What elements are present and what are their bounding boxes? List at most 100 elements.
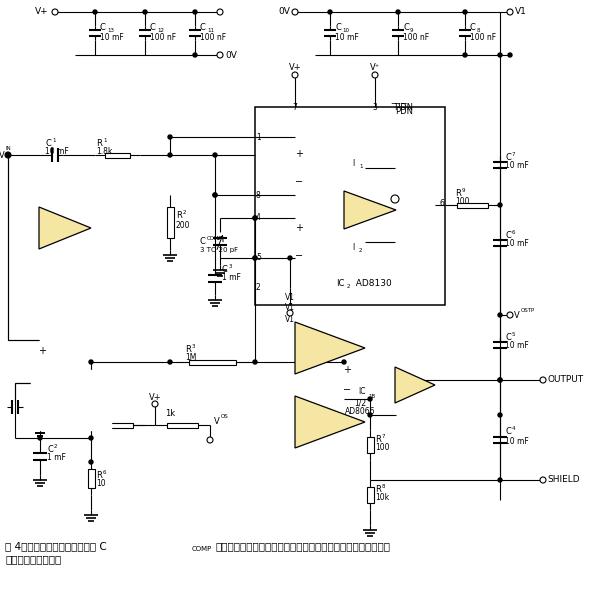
- Circle shape: [463, 10, 467, 14]
- Circle shape: [253, 216, 257, 220]
- Circle shape: [391, 195, 399, 203]
- Bar: [166, 207, 173, 238]
- Text: 10 mF: 10 mF: [100, 34, 124, 42]
- Text: 100 nF: 100 nF: [150, 34, 176, 42]
- Circle shape: [193, 10, 197, 14]
- Circle shape: [168, 360, 172, 364]
- Bar: [457, 202, 487, 208]
- Text: V: V: [214, 417, 219, 425]
- Text: V⁺: V⁺: [370, 64, 380, 73]
- Text: 2: 2: [54, 444, 57, 450]
- Text: V1: V1: [285, 316, 295, 325]
- Text: +: +: [295, 223, 303, 233]
- Circle shape: [6, 153, 10, 157]
- Text: V1: V1: [285, 303, 295, 312]
- Text: 4: 4: [103, 385, 106, 389]
- Circle shape: [498, 53, 502, 57]
- Text: 1A: 1A: [63, 378, 70, 382]
- Text: AD8066: AD8066: [345, 407, 376, 415]
- Text: R: R: [375, 486, 381, 494]
- Text: AD8130: AD8130: [350, 280, 392, 289]
- Circle shape: [213, 193, 217, 197]
- Circle shape: [498, 378, 502, 382]
- Circle shape: [498, 478, 502, 482]
- Text: 2: 2: [54, 392, 57, 398]
- Text: C: C: [505, 428, 511, 437]
- Text: 8: 8: [382, 484, 386, 490]
- Circle shape: [540, 377, 546, 383]
- Text: 100: 100: [375, 444, 389, 453]
- Bar: [103, 422, 133, 428]
- Text: C: C: [47, 445, 53, 454]
- Circle shape: [372, 72, 378, 78]
- Text: V: V: [0, 150, 5, 159]
- Text: SHIELD: SHIELD: [547, 476, 579, 484]
- Circle shape: [498, 413, 502, 417]
- Text: 10 mF: 10 mF: [505, 437, 529, 445]
- Text: 100 nF: 100 nF: [403, 34, 429, 42]
- Text: 2: 2: [183, 209, 187, 215]
- Text: 2: 2: [256, 284, 261, 293]
- Circle shape: [93, 10, 97, 14]
- Text: 10: 10: [96, 478, 106, 487]
- Text: OSTP: OSTP: [521, 309, 535, 313]
- Polygon shape: [395, 367, 435, 403]
- Text: +: +: [392, 196, 398, 202]
- Circle shape: [52, 9, 58, 15]
- Text: OS: OS: [221, 415, 229, 419]
- Text: 3: 3: [192, 345, 196, 349]
- Text: 2: 2: [347, 284, 350, 290]
- Text: +: +: [38, 346, 46, 356]
- Circle shape: [498, 313, 502, 317]
- Text: 1 mF: 1 mF: [47, 402, 66, 411]
- Text: −: −: [343, 385, 351, 395]
- Text: C: C: [403, 22, 409, 31]
- Text: 20k: 20k: [98, 417, 112, 425]
- Circle shape: [292, 9, 298, 15]
- Text: R: R: [185, 346, 191, 355]
- Circle shape: [89, 423, 93, 427]
- Text: 100 nF: 100 nF: [200, 34, 226, 42]
- Text: R: R: [96, 385, 102, 395]
- Polygon shape: [39, 207, 91, 249]
- Circle shape: [498, 378, 502, 382]
- Text: C: C: [100, 22, 106, 31]
- Text: 图 4，完整电路包括微调电容器 C: 图 4，完整电路包括微调电容器 C: [5, 541, 107, 551]
- Text: 100: 100: [455, 196, 469, 205]
- Text: 10k: 10k: [375, 493, 389, 503]
- Text: C: C: [505, 333, 511, 342]
- Circle shape: [287, 310, 293, 316]
- Text: R: R: [176, 211, 182, 219]
- Text: PDN: PDN: [395, 107, 413, 116]
- Bar: [189, 359, 236, 365]
- Text: R: R: [96, 470, 102, 480]
- Text: 1/2: 1/2: [49, 382, 61, 392]
- Text: 200: 200: [176, 221, 191, 230]
- Text: 7: 7: [512, 152, 515, 156]
- Text: V+: V+: [35, 8, 49, 17]
- Text: −: −: [38, 368, 46, 378]
- Circle shape: [89, 423, 93, 427]
- Circle shape: [507, 312, 513, 318]
- Text: C: C: [47, 394, 53, 402]
- Text: 6: 6: [512, 230, 515, 234]
- Text: 3: 3: [229, 264, 233, 270]
- Text: 1k: 1k: [165, 408, 175, 418]
- Circle shape: [168, 153, 172, 157]
- Text: IC: IC: [336, 280, 344, 289]
- Circle shape: [89, 360, 93, 364]
- Text: 4: 4: [512, 427, 515, 431]
- Circle shape: [253, 360, 257, 364]
- Text: OUTPUT: OUTPUT: [547, 375, 583, 385]
- Text: 1M: 1M: [96, 394, 108, 402]
- Text: 1: 1: [103, 137, 106, 143]
- Text: C: C: [45, 139, 51, 148]
- Text: −: −: [295, 177, 303, 187]
- Circle shape: [292, 72, 298, 78]
- Text: 1M: 1M: [185, 353, 196, 362]
- Text: V+: V+: [149, 392, 161, 402]
- Text: C: C: [150, 22, 156, 31]
- Text: 5: 5: [105, 408, 108, 412]
- Text: 2: 2: [54, 392, 57, 398]
- Bar: [255, 107, 445, 305]
